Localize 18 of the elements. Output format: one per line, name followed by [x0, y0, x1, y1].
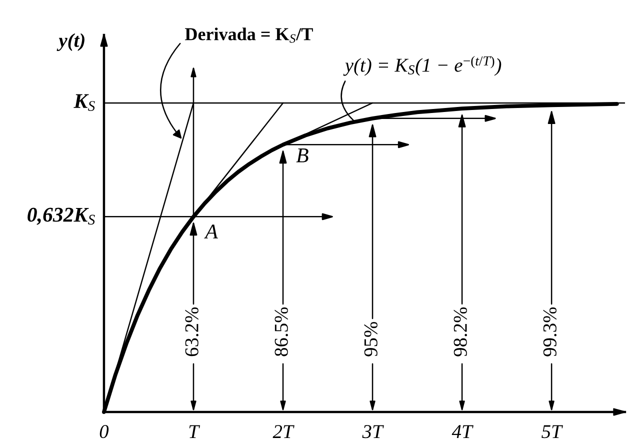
ref-line-label: K$_{S}$ — [74, 94, 95, 111]
annotation: 86.5% — [274, 307, 288, 356]
annotation: 95% — [364, 322, 378, 356]
annotation: A — [204, 224, 218, 238]
y-axis-title: y(t) — [56, 33, 84, 51]
x-tick-label: T — [189, 425, 200, 438]
x-tick-label: 4T — [452, 425, 474, 438]
annotation: y(t) = K$_{S}$(1 − e$^{−(t/T)}$) — [343, 56, 502, 76]
x-tick-label: 2T — [272, 425, 294, 438]
annotation: 63.2% — [185, 307, 198, 356]
x-tick-label: 0 — [100, 425, 109, 438]
annotation: 98.2% — [454, 307, 467, 356]
annotation: 99.3% — [543, 307, 557, 356]
x-tick-label: 5T — [542, 425, 563, 438]
x-tick-label: 3T — [362, 425, 384, 438]
annotation: 0,632K$_{S}$ — [28, 208, 95, 225]
annotation: Derivada = K$_{S}$/T — [185, 28, 313, 43]
annotation: B — [296, 148, 308, 162]
